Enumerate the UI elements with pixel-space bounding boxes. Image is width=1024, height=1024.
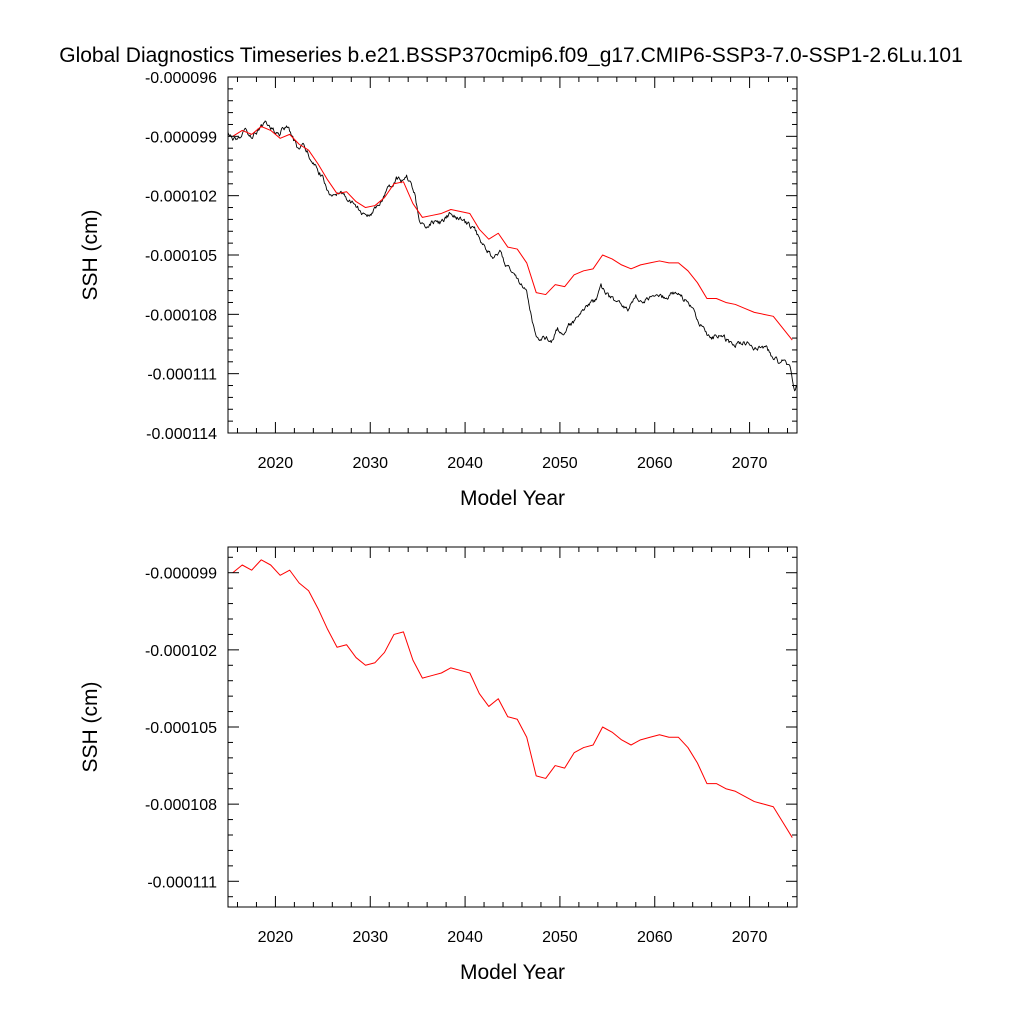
x-tick-label: 2030 — [352, 455, 388, 472]
plot-frame — [227, 76, 798, 434]
x-tick-label: 2020 — [258, 929, 294, 946]
series-lines — [232, 559, 793, 838]
top-panel: 2020 2030 2040 2050 2060 2070 -0.000096 -0.0000… — [79, 70, 798, 510]
y-tick-label: -0.000105 — [145, 720, 217, 737]
series-line-annual — [232, 125, 793, 341]
x-tick-label: 2040 — [447, 929, 483, 946]
x-tick-label: 2050 — [542, 455, 578, 472]
x-tick-label: 2030 — [352, 929, 388, 946]
plot-frame — [227, 546, 798, 908]
y-tick-label: -0.000105 — [145, 248, 217, 265]
y-axis-label: SSH (cm) — [79, 210, 102, 301]
series-lines — [228, 120, 797, 392]
y-tick-label: -0.000111 — [147, 874, 217, 891]
tick-marks — [228, 547, 797, 907]
bottom-panel: 2020 2030 2040 2050 2060 2070 -0.000099 -0.0001… — [79, 546, 798, 984]
x-axis-label: Model Year — [460, 487, 565, 510]
tick-marks — [228, 76, 797, 434]
y-axis-label: SSH (cm) — [79, 682, 102, 773]
y-tick-label: -0.000099 — [145, 129, 217, 146]
x-tick-label: 2060 — [637, 929, 673, 946]
y-tick-label: -0.000099 — [145, 566, 217, 583]
x-tick-label: 2040 — [447, 455, 483, 472]
x-tick-label: 2070 — [732, 455, 768, 472]
y-tick-label: -0.000111 — [147, 367, 217, 384]
x-tick-label: 2050 — [542, 929, 578, 946]
series-line-annual — [232, 559, 793, 838]
y-tick-label: -0.000102 — [145, 643, 217, 660]
x-tick-label: 2070 — [732, 929, 768, 946]
x-tick-label: 2020 — [258, 455, 294, 472]
y-tick-label: -0.000108 — [145, 307, 217, 324]
y-tick-label: -0.000102 — [145, 189, 217, 206]
x-axis-label: Model Year — [460, 961, 565, 984]
y-tick-label: -0.000096 — [145, 70, 217, 87]
y-tick-label: -0.000114 — [146, 426, 217, 443]
x-tick-label: 2060 — [637, 455, 673, 472]
y-tick-label: -0.000108 — [145, 797, 217, 814]
series-line-monthly — [228, 120, 797, 392]
chart-title: Global Diagnostics Timeseries b.e21.BSSP… — [59, 44, 963, 67]
